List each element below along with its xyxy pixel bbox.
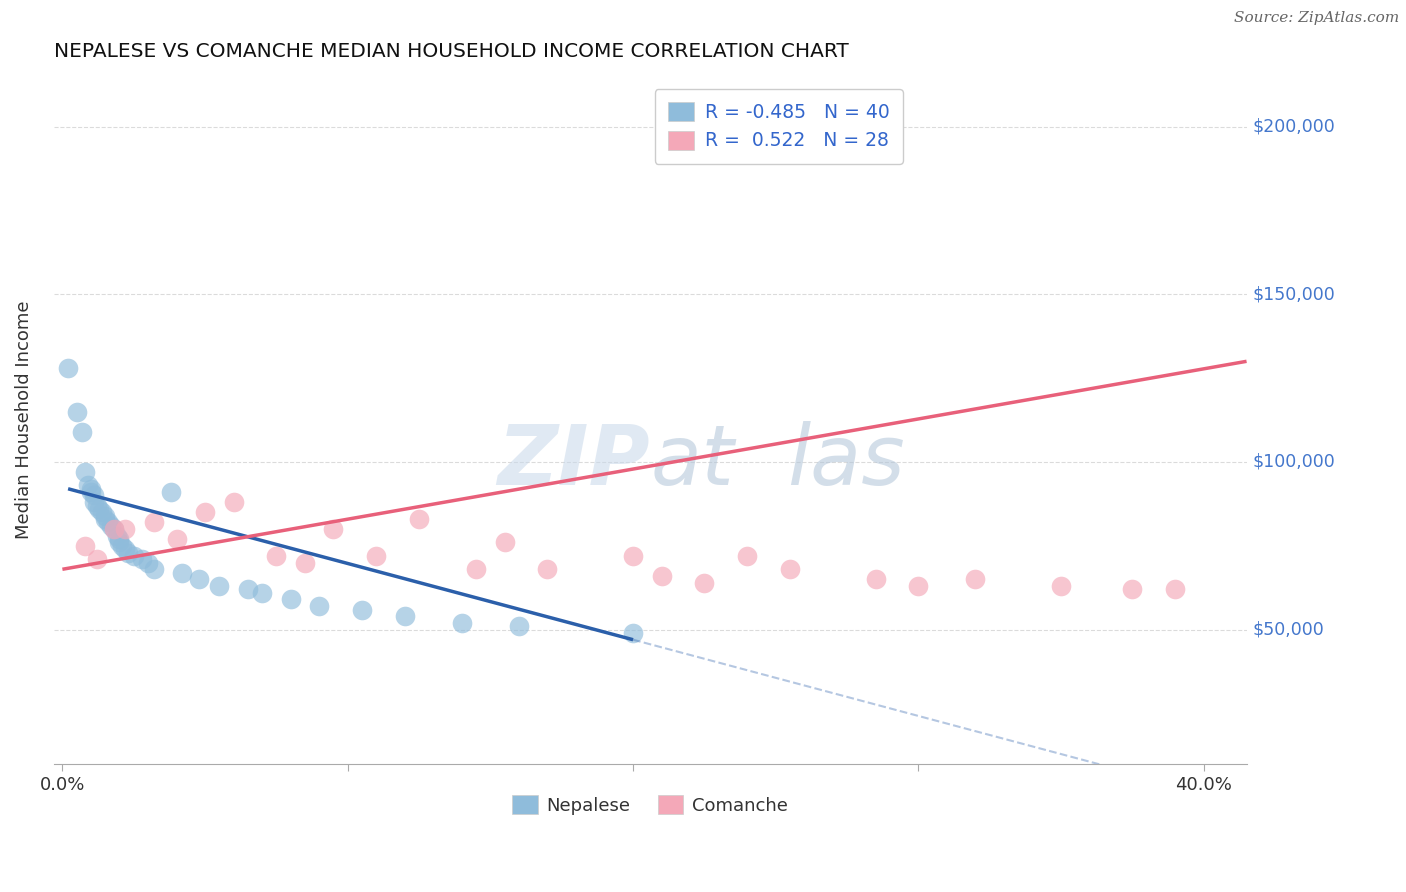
Point <box>208 579 231 593</box>
Point <box>83 488 105 502</box>
Point <box>111 539 134 553</box>
Text: las: las <box>787 421 905 502</box>
Point <box>56 361 79 376</box>
Point <box>621 626 644 640</box>
Point <box>651 569 673 583</box>
Y-axis label: Median Household Income: Median Household Income <box>15 301 32 540</box>
Point <box>80 482 103 496</box>
Point <box>222 495 245 509</box>
Point <box>693 575 716 590</box>
Point <box>114 522 136 536</box>
Point <box>1164 582 1187 597</box>
Point <box>100 518 122 533</box>
Point <box>80 485 103 500</box>
Point <box>131 552 153 566</box>
Point <box>136 556 159 570</box>
Point <box>266 549 288 563</box>
Point <box>108 532 131 546</box>
Point <box>159 485 181 500</box>
Point <box>865 572 887 586</box>
Point <box>105 529 128 543</box>
Text: $150,000: $150,000 <box>1253 285 1336 303</box>
Point <box>66 404 89 418</box>
Point <box>86 499 108 513</box>
Point <box>188 572 211 586</box>
Point <box>735 549 758 563</box>
Point <box>86 552 108 566</box>
Point <box>103 522 125 536</box>
Point <box>1050 579 1073 593</box>
Point <box>280 592 302 607</box>
Point <box>236 582 259 597</box>
Point <box>103 522 125 536</box>
Point <box>94 508 117 523</box>
Point <box>965 572 987 586</box>
Point <box>72 425 94 439</box>
Text: $100,000: $100,000 <box>1253 453 1336 471</box>
Point <box>322 522 344 536</box>
Point <box>75 465 97 479</box>
Text: ZIP: ZIP <box>498 421 650 502</box>
Point <box>1121 582 1143 597</box>
Point <box>294 556 316 570</box>
Point <box>494 535 516 549</box>
Text: Source: ZipAtlas.com: Source: ZipAtlas.com <box>1233 11 1399 25</box>
Point <box>97 516 120 530</box>
Point <box>779 562 801 576</box>
Text: $50,000: $50,000 <box>1253 621 1324 639</box>
Point <box>394 609 416 624</box>
Point <box>172 566 194 580</box>
Point <box>77 478 100 492</box>
Point <box>308 599 330 614</box>
Text: NEPALESE VS COMANCHE MEDIAN HOUSEHOLD INCOME CORRELATION CHART: NEPALESE VS COMANCHE MEDIAN HOUSEHOLD IN… <box>53 42 849 61</box>
Point <box>465 562 488 576</box>
Point <box>250 586 273 600</box>
Point <box>94 512 117 526</box>
Legend: Nepalese, Comanche: Nepalese, Comanche <box>503 786 797 823</box>
Point <box>117 545 139 559</box>
Point <box>83 495 105 509</box>
Point <box>536 562 558 576</box>
Point <box>907 579 929 593</box>
Point <box>350 602 373 616</box>
Point <box>114 542 136 557</box>
Point <box>408 512 430 526</box>
Point <box>142 562 165 576</box>
Point <box>451 615 474 630</box>
Text: at: at <box>650 421 734 502</box>
Point <box>194 505 217 519</box>
Text: $200,000: $200,000 <box>1253 118 1336 136</box>
Point <box>75 539 97 553</box>
Point <box>508 619 530 633</box>
Point <box>621 549 644 563</box>
Point <box>91 505 114 519</box>
Point <box>89 502 111 516</box>
Point <box>108 535 131 549</box>
Point <box>166 532 188 546</box>
Point <box>142 516 165 530</box>
Point <box>122 549 145 563</box>
Point <box>366 549 388 563</box>
